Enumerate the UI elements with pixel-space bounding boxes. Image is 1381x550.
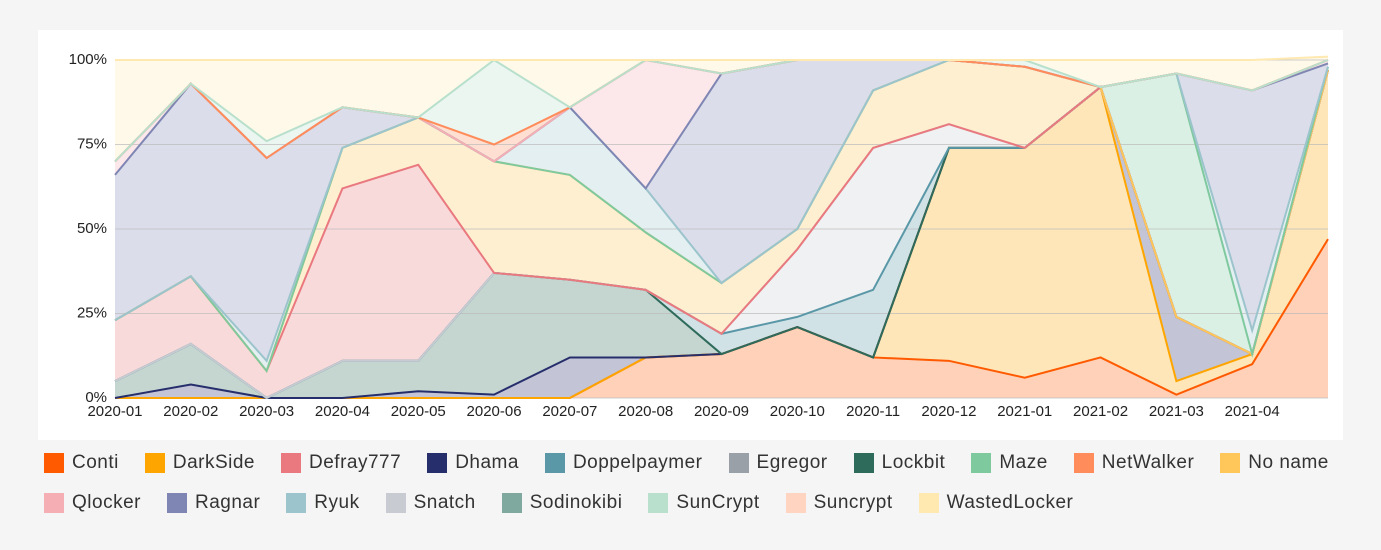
- legend-item: Snatch: [385, 492, 476, 514]
- legend-item: Lockbit: [853, 452, 946, 474]
- x-tick-label: 2020-10: [770, 403, 825, 420]
- area: [115, 70, 1328, 398]
- legend-label: WastedLocker: [946, 492, 1074, 513]
- legend-swatch: [166, 493, 187, 513]
- legend-swatch: [44, 453, 64, 473]
- x-tick-label: 2020-04: [315, 403, 370, 420]
- legend-swatch: [385, 493, 406, 513]
- x-tick-label: 2020-07: [542, 403, 597, 420]
- legend-label: SunCrypt: [676, 492, 760, 513]
- legend-swatch: [144, 453, 165, 473]
- area: [115, 70, 1328, 398]
- legend-item: Maze: [971, 452, 1047, 474]
- legend-label: NetWalker: [1101, 452, 1195, 473]
- legend-label: Sodinokibi: [529, 492, 623, 513]
- x-tick-label: 2020-08: [618, 403, 673, 420]
- legend-swatch: [648, 493, 669, 513]
- x-tick-label: 2021-04: [1225, 403, 1280, 420]
- line: [114, 58, 1329, 163]
- x-tick-label: 2020-02: [163, 403, 218, 420]
- legend-item: Qlocker: [44, 492, 141, 514]
- x-tick-label: 2021-03: [1149, 403, 1204, 420]
- legend-swatch: [501, 493, 522, 513]
- legend-label: No name: [1248, 452, 1329, 473]
- legend-swatch: [44, 493, 64, 513]
- legend-swatch: [286, 493, 307, 513]
- legend-label: Ryuk: [314, 492, 360, 513]
- legend-item: Defray777: [281, 452, 401, 474]
- x-tick-label: 2020-05: [391, 403, 446, 420]
- legend-item: No name: [1220, 452, 1329, 474]
- legend-label: Defray777: [309, 452, 402, 473]
- lines: [114, 55, 1329, 400]
- legend-label: Ragnar: [194, 492, 261, 513]
- chart-panel: [38, 30, 1343, 440]
- legend-item: Ragnar: [166, 492, 261, 514]
- legend-label: Qlocker: [72, 492, 141, 513]
- y-tick-label: 25%: [77, 304, 107, 321]
- legend-label: Dhama: [455, 452, 519, 473]
- line: [115, 55, 1329, 61]
- x-tick-label: 2020-09: [694, 403, 749, 420]
- legend-item: Ryuk: [286, 492, 359, 514]
- area: [115, 239, 1328, 398]
- legend-label: DarkSide: [172, 452, 256, 473]
- legend-item: Egregor: [728, 452, 828, 474]
- legend-swatch: [281, 453, 302, 473]
- legend-label: Snatch: [413, 492, 476, 513]
- y-tick-label: 75%: [77, 135, 107, 152]
- legend-label: Lockbit: [881, 452, 946, 473]
- legend-label: Maze: [999, 452, 1048, 473]
- legend-item: Dhama: [427, 452, 519, 474]
- legend-swatch: [971, 453, 992, 473]
- legend-swatch: [785, 493, 806, 513]
- legend-swatch: [728, 453, 749, 473]
- chart: 0% 25% 50% 75% 100% 2020-01 2020-02 2020-03 2020…: [69, 51, 1329, 420]
- legend-label: Egregor: [756, 452, 828, 473]
- legend-item: Sodinokibi: [501, 492, 623, 514]
- y-tick-label: 0%: [85, 389, 107, 406]
- y-tick-label: 100%: [69, 51, 107, 68]
- legend-label: Suncrypt: [813, 492, 893, 513]
- x-tick-label: 2020-11: [846, 403, 900, 420]
- legend-swatch: [544, 453, 565, 473]
- x-tick-label: 2020-03: [239, 403, 294, 420]
- y-tick-label: 50%: [77, 220, 107, 237]
- areas: [115, 56, 1328, 398]
- area: [115, 70, 1328, 398]
- area: [115, 60, 1328, 361]
- legend-label: Doppelpaymer: [572, 452, 703, 473]
- legend-item: NetWalker: [1073, 452, 1195, 474]
- x-tick-label: 2020-12: [921, 403, 976, 420]
- legend-swatch: [918, 493, 939, 513]
- legend: Conti DarkSide Defray777 Dhama Doppelpaymer E…: [44, 452, 1364, 514]
- legend-swatch: [853, 453, 874, 473]
- x-tick-label: 2020-06: [467, 403, 522, 420]
- legend-item: Conti: [44, 452, 119, 474]
- x-tick-label: 2021-02: [1073, 403, 1128, 420]
- legend-label: Conti: [72, 452, 119, 473]
- legend-item: SunCrypt: [648, 492, 759, 514]
- legend-item: DarkSide: [144, 452, 256, 474]
- legend-item: Suncrypt: [785, 492, 893, 514]
- legend-item: WastedLocker: [918, 492, 1074, 514]
- x-tick-label: 2020-01: [87, 403, 142, 420]
- legend-item: Doppelpaymer: [544, 452, 703, 474]
- area: [115, 56, 1328, 162]
- legend-swatch: [427, 453, 448, 473]
- x-tick-label: 2021-01: [997, 403, 1052, 420]
- legend-swatch: [1073, 453, 1094, 473]
- legend-swatch: [1220, 453, 1241, 473]
- area: [115, 60, 1328, 371]
